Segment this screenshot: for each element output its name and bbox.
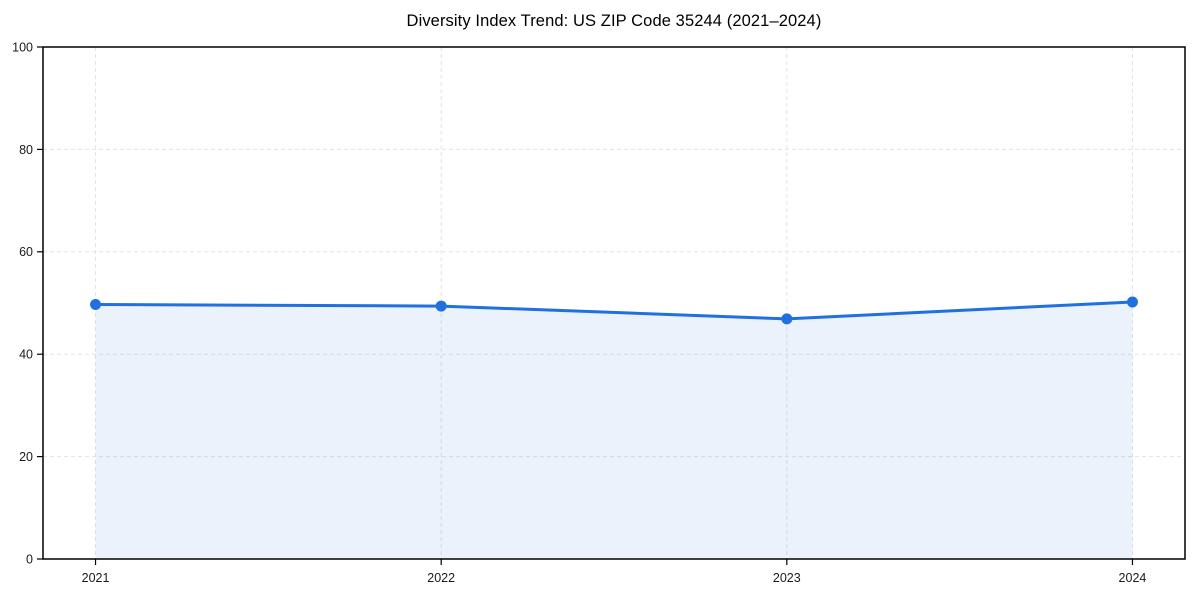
data-point-2024 — [1126, 296, 1138, 308]
y-tick-label-20: 20 — [19, 450, 33, 464]
y-tick-label-80: 80 — [19, 143, 33, 157]
x-tick-label-2021: 2021 — [82, 571, 110, 585]
y-tick-label-60: 60 — [19, 245, 33, 259]
x-tick-label-2023: 2023 — [773, 571, 801, 585]
trend-line — [94, 300, 1134, 321]
y-tick-label-0: 0 — [26, 552, 33, 566]
area-fill — [95, 301, 1133, 559]
y-tick-label-100: 100 — [12, 40, 33, 54]
data-point-2022 — [435, 300, 447, 312]
data-point-2023 — [781, 313, 793, 325]
x-tick-label-2024: 2024 — [1119, 571, 1147, 585]
y-tick-label-40: 40 — [19, 348, 33, 362]
data-point-2021 — [90, 299, 102, 311]
x-tick-label-2022: 2022 — [427, 571, 455, 585]
plot-border — [42, 46, 1186, 560]
chart-title: Diversity Index Trend: US ZIP Code 35244… — [406, 12, 822, 30]
